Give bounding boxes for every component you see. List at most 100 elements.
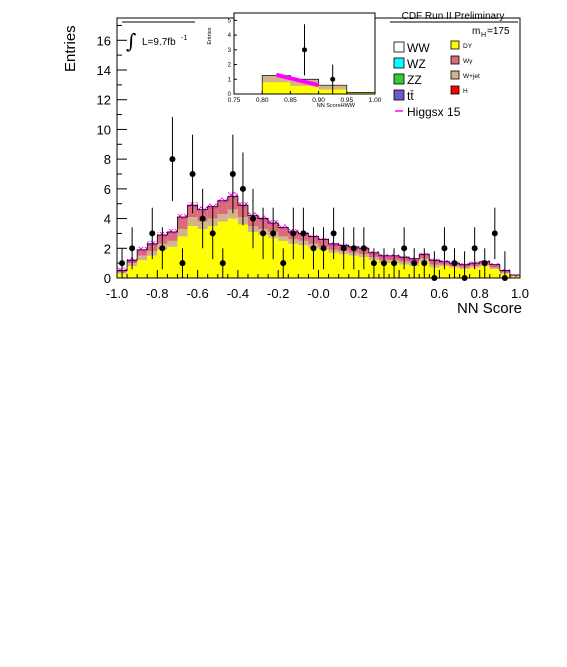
- bar-wjet-37: [489, 267, 500, 270]
- signal-band-39: [509, 274, 520, 278]
- signal-band-16: [278, 224, 289, 230]
- inset-x-tick-label-4: 0.95: [340, 97, 353, 104]
- data-point-5: [179, 260, 186, 267]
- bar-dy-32: [439, 266, 450, 278]
- data-point-19: [320, 245, 327, 252]
- legend-label-4: ZZ: [407, 73, 422, 87]
- bar-w-6: [177, 217, 188, 229]
- inset-y-axis-label: Entries: [207, 27, 213, 44]
- bar-wjet-10: [217, 214, 228, 222]
- inset-y-tick-label-2: 2: [228, 63, 232, 69]
- y-tick-label-5: 10: [97, 122, 111, 137]
- mass-annotation: m H =175: [472, 26, 510, 39]
- bar-dy-5: [167, 246, 178, 278]
- bar-dy-1: [127, 266, 138, 278]
- inset-bar-dy-0: [262, 82, 291, 94]
- data-point-16: [290, 230, 297, 237]
- lumi-superscript: -1: [181, 35, 187, 42]
- signal-band-9: [207, 203, 218, 209]
- x-tick-label-7: 0.4: [390, 286, 408, 301]
- inset-data-point-0: [302, 47, 307, 53]
- legend-label-2: WZ: [407, 57, 426, 71]
- bar-wjet-6: [177, 228, 188, 237]
- inset-bar-dy-3: [346, 92, 375, 94]
- bar-w-10: [217, 200, 228, 215]
- data-point-14: [270, 230, 277, 237]
- inset-x-tick-label-1: 0.80: [256, 97, 269, 104]
- data-point-31: [441, 245, 448, 252]
- inset-x-axis-label: NN ScoreHWW: [317, 103, 356, 109]
- inset-stack-outline: [261, 75, 375, 94]
- lumi-annotation: ∫ L=9.7fb -1: [126, 29, 187, 53]
- bar-dy-7: [187, 226, 198, 278]
- x-tick-label-0: -1.0: [106, 286, 128, 301]
- legend-swatch-0: [393, 41, 405, 53]
- bar-wjet-16: [278, 236, 289, 241]
- data-point-6: [189, 171, 196, 177]
- bar-dy-39: [509, 276, 520, 278]
- bar-dy-18: [298, 245, 309, 278]
- data-point-35: [481, 260, 488, 267]
- data-point-21: [340, 245, 347, 252]
- data-point-29: [421, 260, 428, 267]
- inset-y-tick-label-1: 1: [228, 77, 232, 83]
- data-point-7: [199, 215, 206, 222]
- mass-label: m: [472, 26, 480, 37]
- legend-swatch-4: [393, 73, 405, 85]
- inset-y-tick-label-3: 3: [228, 48, 232, 54]
- bar-wjet-5: [167, 240, 178, 247]
- integral-symbol: ∫: [126, 29, 136, 53]
- data-point-4: [169, 156, 176, 163]
- data-point-34: [471, 245, 478, 252]
- legend-swatch-5: [450, 70, 460, 80]
- bar-dy-11: [227, 218, 238, 278]
- data-point-12: [250, 215, 257, 222]
- inset-x-tick-label-0: 0.75: [228, 97, 241, 104]
- x-tick-label-2: -0.6: [186, 286, 208, 301]
- data-point-20: [330, 230, 337, 237]
- data-point-3: [159, 245, 166, 252]
- data-point-26: [391, 260, 398, 267]
- y-tick-label-1: 2: [104, 241, 111, 256]
- legend-swatch-7: [450, 85, 460, 95]
- data-point-0: [119, 260, 126, 267]
- data-point-9: [219, 260, 226, 267]
- data-point-2: [149, 230, 156, 237]
- y-tick-label-2: 4: [104, 212, 111, 227]
- data-point-27: [401, 245, 408, 252]
- legend-label-3: Wγ: [463, 58, 473, 65]
- legend-swatch-6: [393, 89, 405, 101]
- data-point-1: [129, 245, 136, 252]
- inset-frame: [233, 12, 376, 95]
- bar-dy-37: [489, 269, 500, 278]
- inset-y-tick-label-0: 0: [228, 92, 232, 98]
- data-point-10: [229, 171, 236, 177]
- chart-title: CDF Run II Preliminary: [402, 11, 505, 22]
- legend-label-8: Higgsx 15: [407, 105, 461, 119]
- bar-wjet-2: [137, 255, 148, 261]
- signal-band-5: [167, 228, 178, 234]
- legend-label-0: WW: [407, 41, 430, 55]
- x-tick-label-8: 0.6: [430, 286, 448, 301]
- inset-bar-dy-1: [290, 85, 319, 94]
- data-point-36: [491, 230, 498, 237]
- mass-subscript: H: [481, 32, 486, 39]
- legend-swatch-3: [450, 55, 460, 65]
- data-point-8: [209, 230, 216, 237]
- x-tick-label-6: 0.2: [350, 286, 368, 301]
- legend-label-7: H: [463, 88, 468, 95]
- data-point-32: [451, 260, 458, 267]
- data-point-11: [239, 185, 246, 192]
- inset-y-tick-label-5: 5: [228, 18, 232, 24]
- y-tick-label-8: 16: [97, 33, 111, 48]
- legend-label-1: DY: [463, 43, 473, 50]
- bar-dy-8: [197, 228, 208, 278]
- inset-x-tick-label-2: 0.85: [284, 97, 297, 104]
- data-point-17: [300, 230, 307, 237]
- data-point-18: [310, 245, 317, 252]
- data-point-23: [360, 245, 367, 252]
- data-point-22: [350, 245, 357, 252]
- signal-band-10: [217, 197, 228, 203]
- bar-dy-2: [137, 260, 148, 278]
